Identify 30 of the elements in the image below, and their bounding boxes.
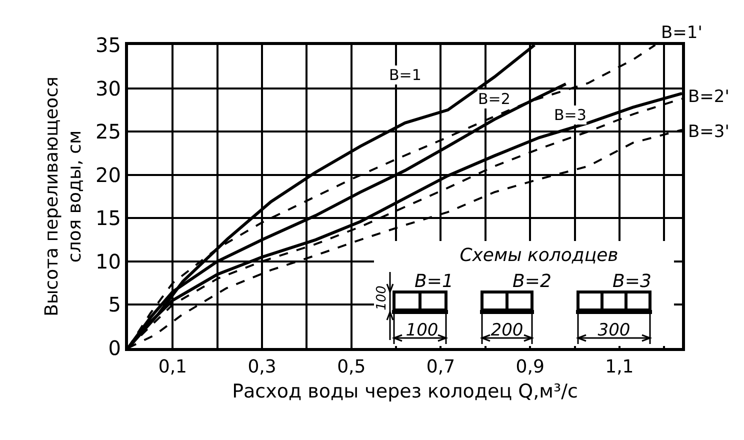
y-axis-title: Высота переливающеося слоя воды, см: [41, 76, 86, 316]
x-tick-label: 0,7: [426, 356, 456, 378]
annotation: 300: [598, 320, 630, 341]
y-tick-label: 25: [96, 120, 121, 144]
series-label: B=1': [661, 23, 702, 43]
annotation: B=3: [612, 270, 652, 292]
y-tick-label: 35: [96, 33, 121, 57]
y-tick-label: 10: [96, 249, 121, 274]
y-tick-label: 30: [96, 76, 121, 100]
annotation: 100: [374, 286, 390, 310]
y-tick-label: 0: [108, 336, 121, 360]
x-axis-title: Расход воды через колодец Q,м³/с: [232, 380, 578, 402]
x-tick-label: 0,9: [516, 356, 544, 378]
series-label: B=2: [478, 90, 510, 108]
y-tick-label: 20: [96, 162, 121, 187]
y-tick-label: 5: [108, 292, 121, 317]
x-tick-label: 0,3: [248, 356, 276, 378]
x-tick-label: 1,1: [605, 356, 634, 378]
annotation: Схемы колодцев: [460, 244, 618, 266]
annotation: 100: [406, 320, 438, 341]
y-tick-label: 15: [96, 206, 121, 230]
annotation: B=1: [414, 270, 454, 292]
annotation: B=2: [512, 270, 552, 292]
x-tick-label: 0,5: [337, 356, 366, 378]
series-label: B=2': [688, 87, 730, 107]
x-tick-label: 0,1: [158, 356, 187, 378]
text: B=1: [389, 66, 422, 84]
annotation: 200: [490, 320, 524, 341]
series-label: B=3': [688, 122, 730, 142]
series-label: B=3: [554, 106, 586, 124]
